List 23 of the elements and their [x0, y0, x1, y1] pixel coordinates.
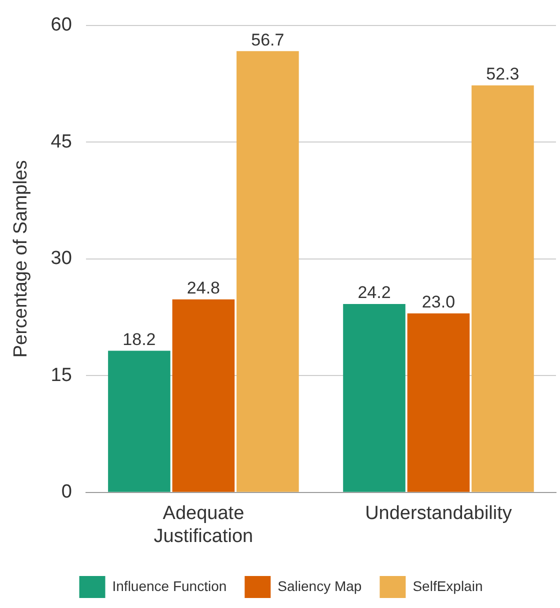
y-tick-label: 30 — [50, 248, 72, 270]
bar — [236, 51, 299, 492]
x-tick-label: Understandability — [365, 503, 512, 524]
data-label: 23.0 — [422, 292, 456, 312]
x-tick-label: Adequate Justification — [154, 503, 254, 547]
data-label: 18.2 — [122, 330, 156, 349]
legend-label: SelfExplain — [412, 578, 483, 594]
data-label: 52.3 — [486, 64, 520, 84]
bar — [472, 85, 534, 492]
bar — [108, 350, 170, 492]
bar — [343, 304, 406, 492]
legend-label: Influence Function — [112, 578, 227, 594]
y-tick-label: 60 — [50, 14, 72, 36]
y-axis-title: Percentage of Samples — [10, 160, 32, 358]
bar — [172, 299, 235, 492]
data-label: 24.2 — [358, 283, 391, 302]
y-tick-label: 45 — [50, 131, 72, 152]
y-tick-label: 0 — [61, 482, 72, 503]
bar — [407, 313, 470, 492]
y-tick-label: 15 — [50, 364, 72, 386]
data-label: 56.7 — [251, 30, 284, 50]
legend-label: Saliency Map — [278, 578, 362, 594]
data-label: 24.8 — [186, 278, 220, 298]
